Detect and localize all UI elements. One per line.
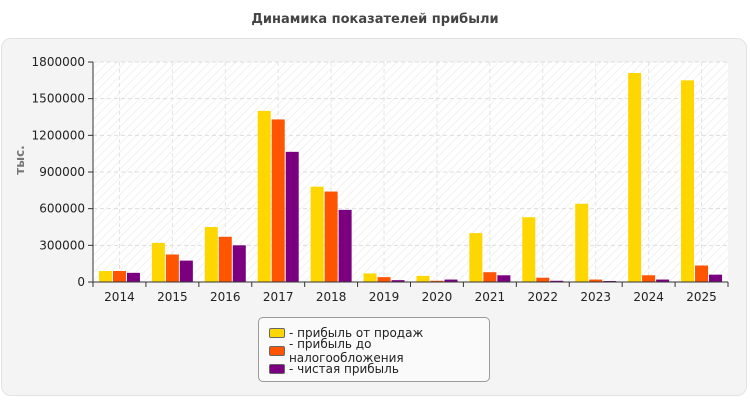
bar	[483, 272, 497, 282]
bar	[391, 280, 405, 282]
bar	[589, 279, 603, 282]
y-tick-label: 0	[77, 275, 85, 289]
x-tick-label: 2014	[104, 290, 135, 304]
legend-label: - чистая прибыль	[289, 362, 399, 376]
legend-swatch	[269, 346, 285, 356]
legend-swatch	[269, 364, 285, 374]
bar	[151, 242, 165, 282]
legend-label: - прибыль до налогообложения	[288, 337, 404, 365]
axes: 0 300000 600000 900000 1200000 1500000 1800000…	[32, 55, 729, 304]
bar	[112, 271, 126, 282]
bar	[695, 265, 709, 282]
bar	[522, 217, 536, 282]
legend-item: - чистая прибыль	[269, 360, 489, 378]
bar	[310, 186, 324, 282]
bar	[257, 110, 271, 282]
bar	[285, 151, 299, 282]
bar	[444, 279, 458, 282]
x-tick-label: 2018	[316, 290, 347, 304]
legend-item: - прибыль от продаж	[269, 324, 489, 342]
bar	[324, 191, 338, 282]
bar	[363, 273, 377, 282]
bar	[271, 119, 285, 282]
bar	[204, 227, 218, 282]
y-tick-label: 600000	[39, 202, 85, 216]
bar	[575, 203, 589, 282]
bar	[497, 275, 511, 282]
bars	[98, 73, 723, 282]
bar	[536, 277, 550, 282]
legend-label: - прибыль от продаж	[289, 326, 424, 340]
y-tick-label: 300000	[39, 238, 85, 252]
y-tick-label: 1500000	[32, 92, 85, 106]
bar	[126, 272, 140, 282]
y-tick-label: 900000	[39, 165, 85, 179]
y-tick-label: 1800000	[32, 55, 85, 69]
legend-swatch	[269, 328, 285, 338]
x-tick-label: 2022	[528, 290, 559, 304]
grid-lines	[93, 61, 728, 282]
bar	[469, 233, 483, 282]
bar	[416, 275, 430, 282]
legend-item: - прибыль до налогообложения	[269, 337, 489, 365]
bar	[232, 245, 246, 282]
chart-title: Динамика показателей прибыли	[251, 12, 499, 27]
bar	[656, 279, 670, 282]
bar	[179, 260, 193, 282]
x-tick-label: 2015	[157, 290, 188, 304]
x-tick-label: 2019	[369, 290, 400, 304]
bar	[98, 271, 112, 282]
bar	[681, 80, 695, 282]
legend: - прибыль от продаж - прибыль до налогооб…	[258, 317, 490, 382]
bar	[165, 254, 179, 282]
x-tick-label: 2016	[210, 290, 241, 304]
x-tick-label: 2023	[580, 290, 611, 304]
x-tick-label: 2024	[633, 290, 664, 304]
bar	[550, 280, 564, 282]
x-tick-label: 2021	[475, 290, 506, 304]
bar	[377, 277, 391, 282]
x-tick-label: 2020	[422, 290, 453, 304]
y-tick-label: 1200000	[32, 128, 85, 142]
bar	[430, 280, 444, 282]
bar	[338, 209, 352, 282]
x-tick-label: 2017	[263, 290, 294, 304]
bar	[642, 275, 656, 282]
y-axis-label: тыс.	[13, 145, 27, 174]
bar	[218, 236, 232, 282]
x-tick-label: 2025	[686, 290, 717, 304]
bar	[628, 73, 642, 282]
bar	[709, 274, 723, 282]
